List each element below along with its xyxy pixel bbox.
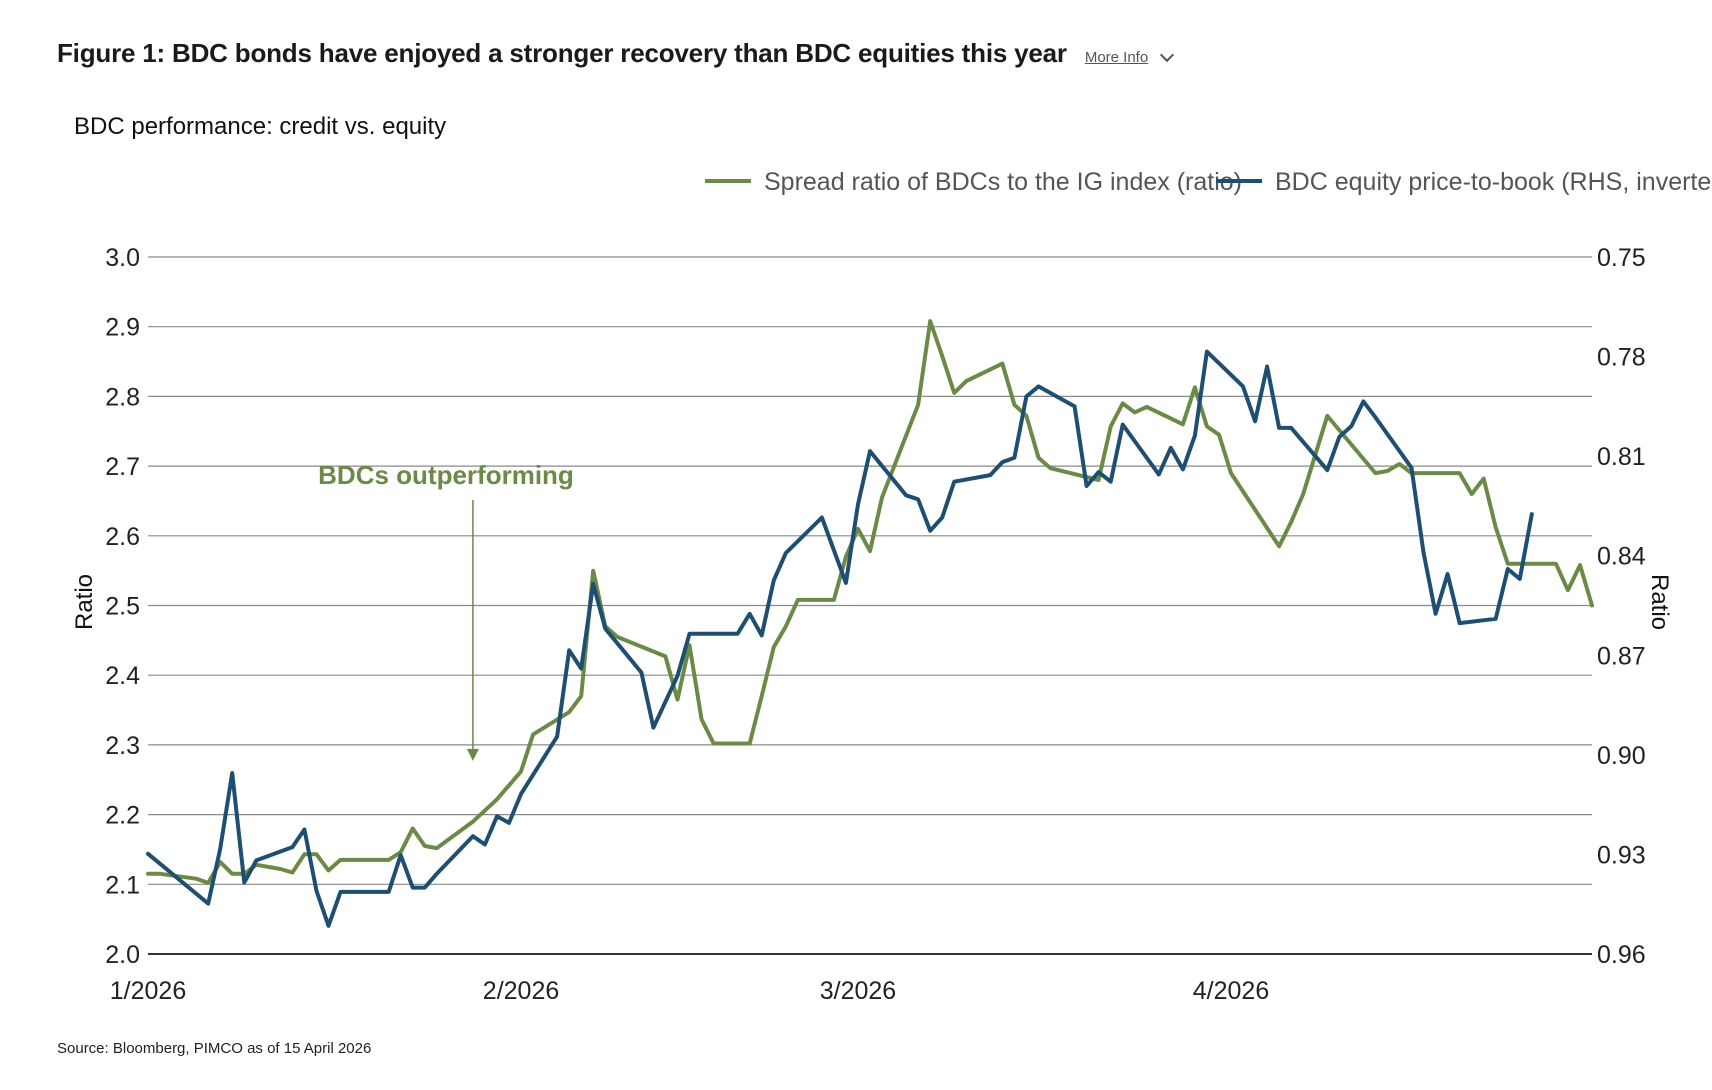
figure-title: Figure 1: BDC bonds have enjoyed a stron… [57,38,1067,68]
x-tick-label: 1/2026 [110,977,186,1005]
left-tick-label: 2.1 [105,871,140,899]
left-tick-label: 2.3 [105,732,140,760]
left-axis-label: Ratio [71,574,98,630]
legend: Spread ratio of BDCs to the IG index (ra… [705,168,1712,196]
left-tick-label: 2.2 [105,802,140,830]
left-tick-label: 2.8 [105,383,140,411]
left-tick-label: 3.0 [105,244,140,272]
x-axis-ticks: 1/2026 2/2026 3/2026 4/2026 [110,977,1269,1005]
x-tick-label: 4/2026 [1193,977,1269,1005]
right-tick-label: 0.81 [1597,443,1646,471]
series-line-price-to-book [146,349,1534,928]
left-tick-label: 2.0 [105,941,140,969]
right-tick-label: 0.84 [1597,543,1646,571]
right-axis-ticks: 0.96 0.93 0.90 0.87 0.84 0.81 0.78 0.75 [1597,244,1646,969]
right-tick-label: 0.75 [1597,244,1646,272]
right-tick-label: 0.93 [1597,841,1646,869]
left-tick-label: 2.6 [105,523,140,551]
annotation-arrowhead [466,748,479,761]
x-tick-label: 2/2026 [483,977,559,1005]
left-tick-label: 2.5 [105,593,140,621]
legend-label-spread-ratio: Spread ratio of BDCs to the IG index (ra… [764,168,1242,196]
annotation-label: BDCs outperforming [318,460,574,490]
source-note: Source: Bloomberg, PIMCO as of 15 April … [57,1040,372,1057]
right-axis-label: Ratio [1646,574,1673,630]
x-tick-label: 3/2026 [820,977,896,1005]
left-tick-label: 2.9 [105,314,140,342]
more-info-link[interactable]: More Info [1084,47,1175,66]
series-layer [146,319,1594,928]
left-tick-label: 2.7 [105,453,140,481]
gridlines [148,256,1592,955]
figure-header: Figure 1: BDC bonds have enjoyed a stron… [57,38,1175,69]
right-tick-label: 0.78 [1597,344,1646,372]
left-tick-label: 2.4 [105,662,140,690]
right-tick-label: 0.87 [1597,642,1646,670]
annotation: BDCs outperforming [318,460,574,761]
more-info-label: More Info [1084,49,1149,66]
left-axis-ticks: 2.0 2.1 2.2 2.3 2.4 2.5 2.6 2.7 2.8 2.9 3.0 [105,244,140,969]
series-line-spread-ratio [146,319,1594,885]
legend-label-price-to-book: BDC equity price-to-book (RHS, inverted) [1275,168,1712,196]
chart-subtitle: BDC performance: credit vs. equity [74,113,446,140]
right-tick-label: 0.96 [1597,941,1646,969]
right-tick-label: 0.90 [1597,742,1646,770]
